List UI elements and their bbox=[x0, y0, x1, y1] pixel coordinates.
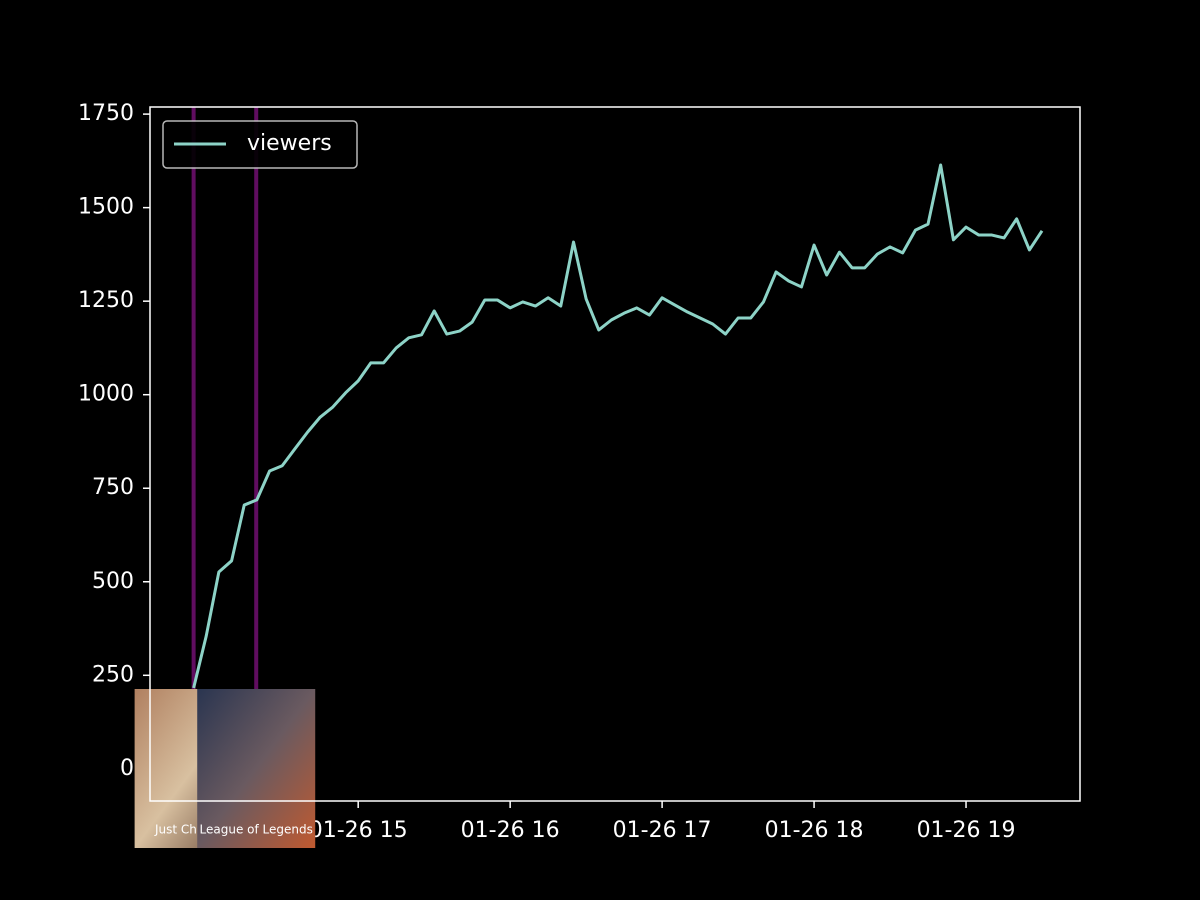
y-tick-label: 500 bbox=[92, 569, 134, 594]
y-tick-label: 1500 bbox=[78, 195, 134, 220]
game-thumbnail bbox=[197, 689, 316, 848]
x-tick-label: 01-26 17 bbox=[613, 818, 712, 843]
y-tick-label: 1750 bbox=[78, 101, 134, 126]
game-label: League of Legends bbox=[200, 823, 313, 837]
legend-label: viewers bbox=[247, 131, 332, 156]
x-tick-label: 01-26 15 bbox=[309, 818, 408, 843]
x-tick-label: 01-26 19 bbox=[917, 818, 1016, 843]
plot-frame bbox=[149, 106, 1081, 802]
line bbox=[192, 163, 1044, 689]
x-tick-label: 01-26 18 bbox=[765, 818, 864, 843]
legend-box bbox=[162, 120, 358, 169]
y-tick-label: 1000 bbox=[78, 382, 134, 407]
y-tick-label: 1250 bbox=[78, 288, 134, 313]
y-tick-label: 250 bbox=[92, 662, 134, 687]
y-tick-label: 0 bbox=[120, 756, 134, 781]
x-tick-label: 01-26 16 bbox=[461, 818, 560, 843]
y-tick-label: 750 bbox=[92, 475, 134, 500]
